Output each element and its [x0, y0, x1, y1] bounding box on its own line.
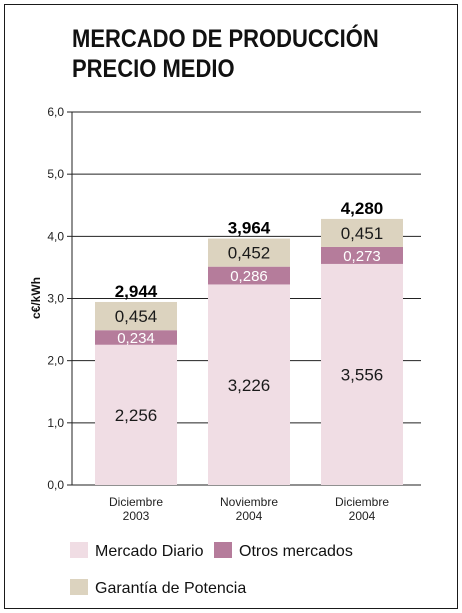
bar-value-label: 3,226 — [228, 376, 271, 395]
legend-label: Otros mercados — [239, 543, 353, 560]
y-tick-label: 5,0 — [47, 167, 64, 181]
legend-swatch — [70, 579, 88, 595]
bar-total-label: 3,964 — [228, 219, 271, 238]
bar-segment — [208, 284, 290, 485]
bar-segment — [95, 344, 177, 485]
bar-value-label: 0,286 — [230, 268, 268, 285]
bar-value-label: 0,273 — [343, 248, 381, 265]
y-tick-label: 2,0 — [47, 354, 64, 368]
x-category-label: 2004 — [236, 509, 263, 523]
bar-value-label: 2,256 — [115, 406, 158, 425]
bar-value-label: 0,451 — [341, 224, 384, 243]
y-tick-label: 1,0 — [47, 416, 64, 430]
chart-title: MERCADO DE PRODUCCIÓN PRECIO MEDIO — [72, 24, 379, 84]
bar-value-label: 0,454 — [115, 307, 158, 326]
bar-segment — [208, 238, 290, 267]
bar-segment — [95, 301, 177, 331]
bar-segment — [321, 263, 403, 485]
y-tick-label: 6,0 — [47, 105, 64, 119]
x-category-label: 2004 — [349, 509, 376, 523]
y-tick-label: 4,0 — [47, 229, 64, 243]
x-category-label: 2003 — [123, 509, 150, 523]
legend-swatch — [214, 542, 232, 558]
bar-value-label: 3,556 — [341, 366, 384, 385]
bar-value-label: 0,452 — [228, 244, 271, 263]
bar-segment — [95, 330, 177, 345]
x-category-label: Diciembre — [335, 495, 389, 509]
bar-segment — [321, 218, 403, 247]
y-axis-label: c€/kWh — [29, 277, 43, 319]
legend-swatch — [70, 542, 88, 558]
legend-label: Mercado Diario — [95, 543, 204, 560]
y-tick-label: 0,0 — [47, 478, 64, 492]
bar-segment — [321, 246, 403, 264]
bar-segment — [208, 266, 290, 285]
bar-total-label: 2,944 — [115, 282, 158, 301]
chart-title-line-1: MERCADO DE PRODUCCIÓN — [72, 25, 379, 53]
bar-value-label: 0,234 — [117, 330, 155, 347]
chart-title-line-2: PRECIO MEDIO — [72, 55, 235, 83]
legend-label: Garantía de Potencia — [95, 580, 246, 597]
y-tick-label: 3,0 — [47, 292, 64, 306]
x-category-label: Noviembre — [220, 495, 278, 509]
x-category-label: Diciembre — [109, 495, 163, 509]
bar-total-label: 4,280 — [341, 199, 384, 218]
